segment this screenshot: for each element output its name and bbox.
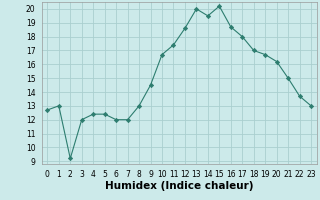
X-axis label: Humidex (Indice chaleur): Humidex (Indice chaleur): [105, 181, 253, 191]
